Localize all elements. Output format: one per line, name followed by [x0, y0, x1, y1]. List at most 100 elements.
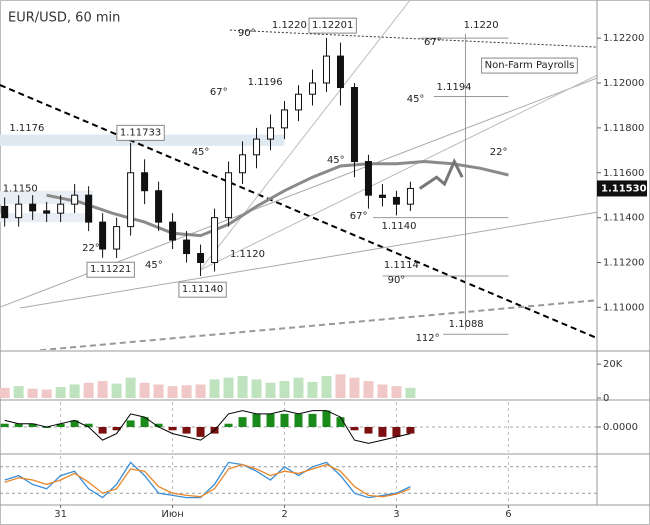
- y-tick-label: 1.12200: [603, 33, 644, 44]
- oscillator-line: [4, 463, 411, 498]
- signal-line: [4, 410, 411, 444]
- histogram-bar: [364, 427, 373, 434]
- panels: [0, 374, 597, 504]
- annotation: 67°: [424, 37, 442, 48]
- volume-bar: [335, 374, 346, 398]
- y-tick-label: 20K: [603, 359, 623, 370]
- histogram-bar: [84, 423, 93, 427]
- histogram-bar: [182, 427, 191, 434]
- histogram-bar: [154, 423, 163, 427]
- candle-body: [141, 172, 149, 192]
- candle-body: [322, 55, 330, 84]
- volume-bar: [321, 376, 332, 398]
- annotation: 90°: [238, 28, 256, 39]
- volume-bar: [0, 387, 10, 398]
- histogram-bar: [322, 410, 331, 427]
- volume-bar: [69, 384, 80, 398]
- candle-body: [15, 203, 23, 219]
- volume-bar: [209, 379, 220, 398]
- histogram-bar: [308, 413, 317, 427]
- annotation: 1.1114: [384, 260, 419, 271]
- candle-body: [127, 172, 135, 228]
- trendline: [199, 0, 411, 271]
- annotation: 1.11221: [90, 264, 131, 275]
- annotation: 1.11733: [120, 127, 161, 138]
- candle-body: [197, 253, 205, 263]
- y-tick-label: 1.11000: [603, 302, 644, 313]
- volume-bar: [377, 384, 388, 398]
- annotation: 22°: [490, 147, 508, 158]
- x-tick-label: 6: [505, 509, 511, 520]
- candle-body: [155, 190, 163, 223]
- histogram-bar: [280, 413, 289, 427]
- y-tick-label: 1.11800: [603, 123, 644, 134]
- volume-bar: [293, 377, 304, 398]
- volume-bar: [27, 388, 38, 398]
- volume-bar: [307, 381, 318, 398]
- volume-bar: [349, 377, 360, 398]
- annotation-box: [481, 57, 578, 74]
- annotation: 112°: [416, 333, 440, 344]
- candle-body: [57, 203, 65, 214]
- histogram-bar: [336, 417, 345, 427]
- candle-body: [1, 205, 9, 219]
- histogram-bar: [14, 423, 23, 427]
- trendline: [0, 84, 597, 340]
- forecast-path: [418, 157, 464, 190]
- volume-bar: [391, 386, 402, 398]
- volume-bar: [97, 381, 108, 398]
- trendline: [229, 29, 597, 48]
- y-tick-label: 1.11600: [603, 168, 644, 179]
- trendline: [19, 211, 597, 309]
- volume-bar: [167, 386, 178, 398]
- annotation: 67°: [210, 87, 228, 98]
- candle-body: [406, 187, 414, 205]
- candle-body: [71, 194, 79, 205]
- y-tick-label: 1.12000: [603, 78, 644, 89]
- histogram-bar: [56, 423, 65, 427]
- candle-body: [350, 87, 358, 163]
- chart-title: EUR/USD, 60 min: [8, 11, 120, 26]
- annotation: 22°: [82, 243, 100, 254]
- candle-body: [85, 194, 93, 223]
- trendline: [40, 299, 597, 350]
- candle-body: [183, 239, 191, 255]
- candle-body: [99, 221, 107, 250]
- volume-bar: [139, 382, 150, 398]
- annotation: 45°: [327, 155, 345, 166]
- annotation-box: [86, 261, 135, 278]
- volume-bar: [363, 381, 374, 398]
- x-tick-label: 3: [393, 509, 399, 520]
- histogram-bar: [378, 427, 387, 437]
- trendline: [199, 74, 597, 271]
- y-tick-label: 0.0000: [603, 422, 638, 433]
- annotation: 1.1220: [464, 20, 499, 31]
- histogram-bar: [28, 423, 37, 427]
- volume-bar: [41, 389, 52, 398]
- histogram-bar: [294, 413, 303, 427]
- histogram-bar: [140, 417, 149, 427]
- histogram-bar: [224, 423, 233, 427]
- annotation: 67°: [350, 211, 368, 222]
- histogram-bar: [126, 420, 135, 427]
- volume-bar: [195, 384, 206, 398]
- candle-body: [392, 196, 400, 205]
- title-bg: [4, 8, 130, 28]
- volume-bar: [279, 381, 290, 398]
- candle-body: [253, 138, 261, 156]
- histogram-bar: [252, 413, 261, 427]
- histogram-bar: [112, 427, 121, 431]
- volume-bar: [223, 377, 234, 398]
- candle-body: [29, 203, 37, 212]
- volume-bar: [405, 387, 416, 398]
- annotation: 1.1120: [230, 249, 265, 260]
- candle-body: [169, 221, 177, 241]
- histogram-bar: [266, 413, 275, 427]
- volume-bar: [125, 377, 136, 398]
- annotation: 1.12201: [312, 20, 353, 31]
- annotation: 1.1176: [9, 123, 44, 134]
- histogram-bar: [406, 427, 415, 434]
- annotation-box: [116, 124, 165, 141]
- volume-bar: [265, 382, 276, 398]
